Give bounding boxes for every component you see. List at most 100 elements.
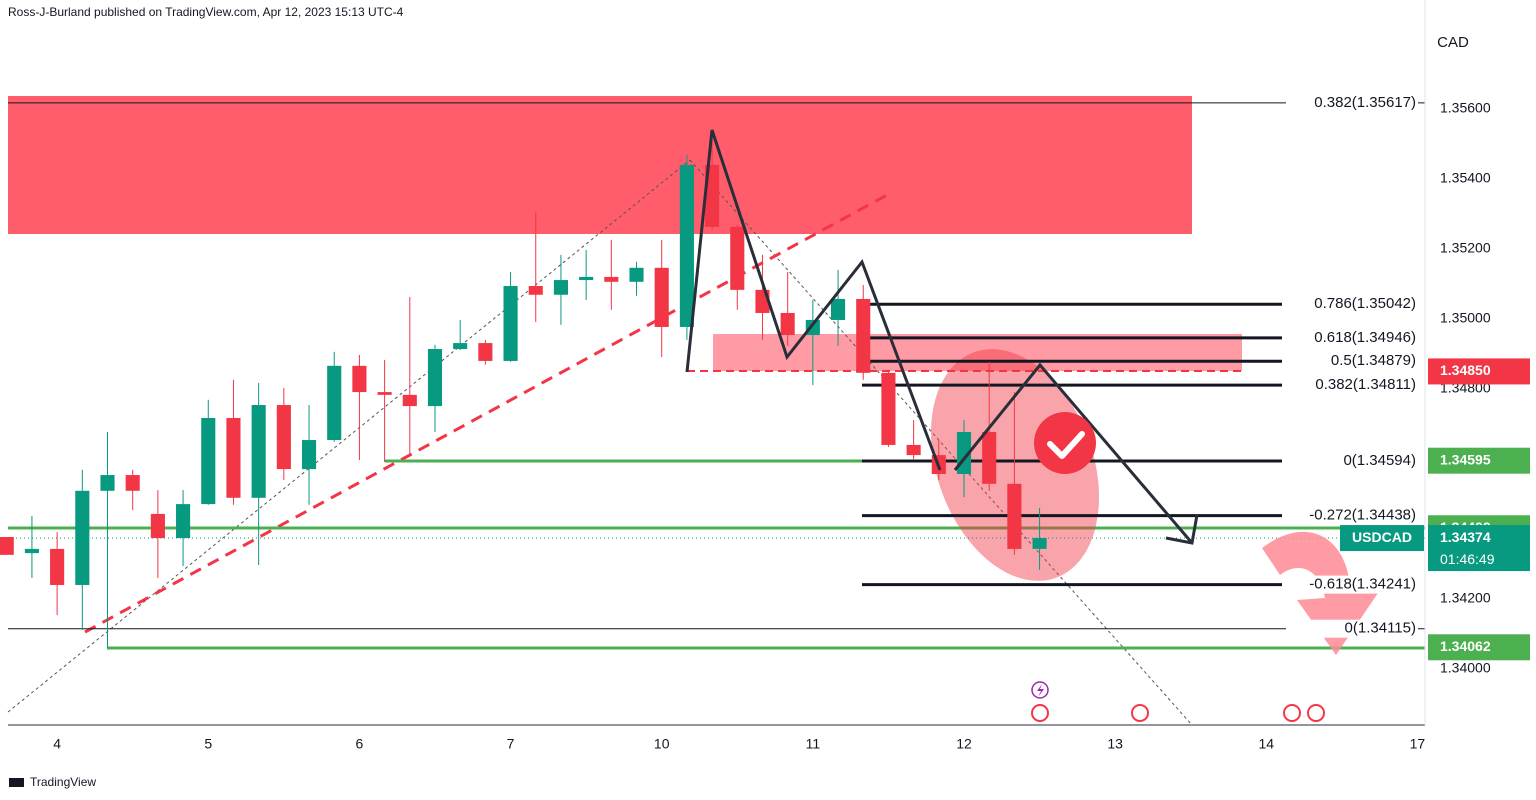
candle-body: [301, 440, 317, 470]
footer-logo: TradingView: [9, 775, 96, 789]
arrow-head: [1165, 514, 1199, 545]
fib-level-label: -0.618(1.34241): [1309, 576, 1416, 593]
candle-body: [780, 312, 795, 336]
candle-body: [1032, 538, 1047, 549]
fib-level-label: -0.272(1.34438): [1309, 507, 1416, 524]
price-tag-label: 1.34062: [1440, 638, 1491, 654]
logo-mark: [9, 778, 24, 787]
fib-label-bg: [1286, 328, 1418, 347]
candle-body: [1007, 483, 1022, 549]
candle-body: [654, 267, 669, 327]
price-tag-label: 1.34850: [1440, 362, 1491, 378]
y-tick-label: 1.34000: [1440, 660, 1491, 676]
candle-body: [100, 475, 115, 491]
last-price-label: 1.34374: [1440, 529, 1491, 545]
price-tag: [1428, 358, 1530, 385]
fib-label-bg: [1286, 295, 1418, 314]
highlight-ellipse: [930, 349, 1100, 581]
candle-body: [176, 504, 191, 539]
candle-body: [150, 513, 165, 539]
fib-label-bg: [1286, 619, 1418, 638]
candle-body: [604, 276, 619, 282]
candle-body: [705, 164, 720, 227]
candle-body: [226, 417, 241, 498]
event-icon: [1031, 704, 1049, 722]
fib-level-label: 0(1.34115): [1345, 620, 1416, 637]
x-tick-label: 5: [204, 736, 212, 752]
candle-body: [377, 392, 392, 395]
fib-label-bg: [1286, 352, 1418, 371]
event-flags: [1031, 704, 1325, 722]
fib-level-label: 0(1.34594): [1343, 452, 1416, 469]
x-tick-label: 6: [356, 736, 364, 752]
x-tick-label: 13: [1107, 736, 1123, 752]
y-tick-label: 1.35600: [1440, 100, 1491, 116]
y-tick-label: 1.34200: [1440, 590, 1491, 606]
x-tick-label: 7: [507, 736, 515, 752]
candle-body: [251, 405, 266, 498]
fib-label-bg: [1286, 452, 1418, 471]
candle-body: [830, 298, 846, 320]
supply-zone: [8, 96, 1192, 234]
fib-level-label: 0.382(1.34811): [1315, 376, 1416, 393]
price-tag: [1428, 447, 1530, 474]
trend-line: [84, 193, 888, 634]
x-tick-label: 11: [806, 736, 821, 752]
axes: 1.340001.342001.348001.350001.352001.354…: [8, 0, 1530, 752]
candle-body: [881, 372, 896, 445]
candle-body: [553, 280, 568, 295]
fib-level-label: 0.382(1.35617): [1314, 94, 1416, 111]
candle-body: [50, 548, 65, 585]
symbol-tag: [1340, 525, 1424, 552]
candle-body: [805, 319, 820, 336]
y-tick-label: 1.35200: [1440, 240, 1491, 256]
event-icon-bolt: [1037, 684, 1044, 697]
candle-body: [75, 490, 90, 585]
price-tag-label: 1.34595: [1440, 451, 1491, 467]
fib-label-bg: [1286, 93, 1418, 112]
candle-body: [24, 548, 39, 554]
event-icon: [1307, 704, 1325, 722]
drawings: [7, 96, 1425, 726]
candle-body: [982, 431, 997, 484]
candle-body: [528, 286, 543, 295]
check-mark: [1047, 431, 1085, 459]
price-tag: [1428, 634, 1530, 661]
fib-level-label: 0.618(1.34946): [1314, 329, 1416, 346]
candle-body: [402, 394, 417, 407]
candle-body: [427, 349, 443, 407]
x-tick-label: 14: [1259, 736, 1275, 752]
y-tick-label: 1.35400: [1440, 170, 1491, 186]
candle-body: [629, 267, 644, 282]
publisher-header: Ross-J-Burland published on TradingView.…: [8, 5, 404, 19]
candle-body: [679, 164, 694, 327]
currency-label: CAD: [1437, 34, 1469, 51]
projection-arrow: [953, 362, 1194, 544]
x-tick-label: 12: [956, 736, 972, 752]
x-tick-label: 17: [1410, 736, 1426, 752]
countdown-label: 01:46:49: [1440, 551, 1495, 567]
fib-level-label: 0.5(1.34879): [1331, 352, 1416, 369]
candle-body: [125, 475, 140, 491]
candle-body: [276, 405, 291, 470]
candle-body: [579, 276, 594, 281]
fib-level-label: 0.786(1.35042): [1314, 295, 1416, 312]
check-badge: [1034, 412, 1096, 474]
x-tick-label: 4: [53, 736, 61, 752]
fib-trend-line: [7, 159, 691, 713]
fib-label-bg: [1286, 506, 1418, 525]
candle-body: [503, 286, 518, 361]
candle-body: [856, 298, 871, 373]
last-price-tag: [1428, 525, 1530, 572]
candle-body: [730, 226, 745, 290]
candle-body: [327, 365, 342, 441]
y-tick-label: 1.35000: [1440, 310, 1491, 326]
fib-label-bg: [1286, 575, 1418, 594]
event-icon: [1131, 704, 1149, 722]
pattern-line: [685, 129, 942, 471]
candle-body: [478, 343, 493, 361]
candle-body: [352, 365, 367, 393]
candle-body: [201, 417, 216, 505]
symbol-label: USDCAD: [1352, 529, 1412, 545]
